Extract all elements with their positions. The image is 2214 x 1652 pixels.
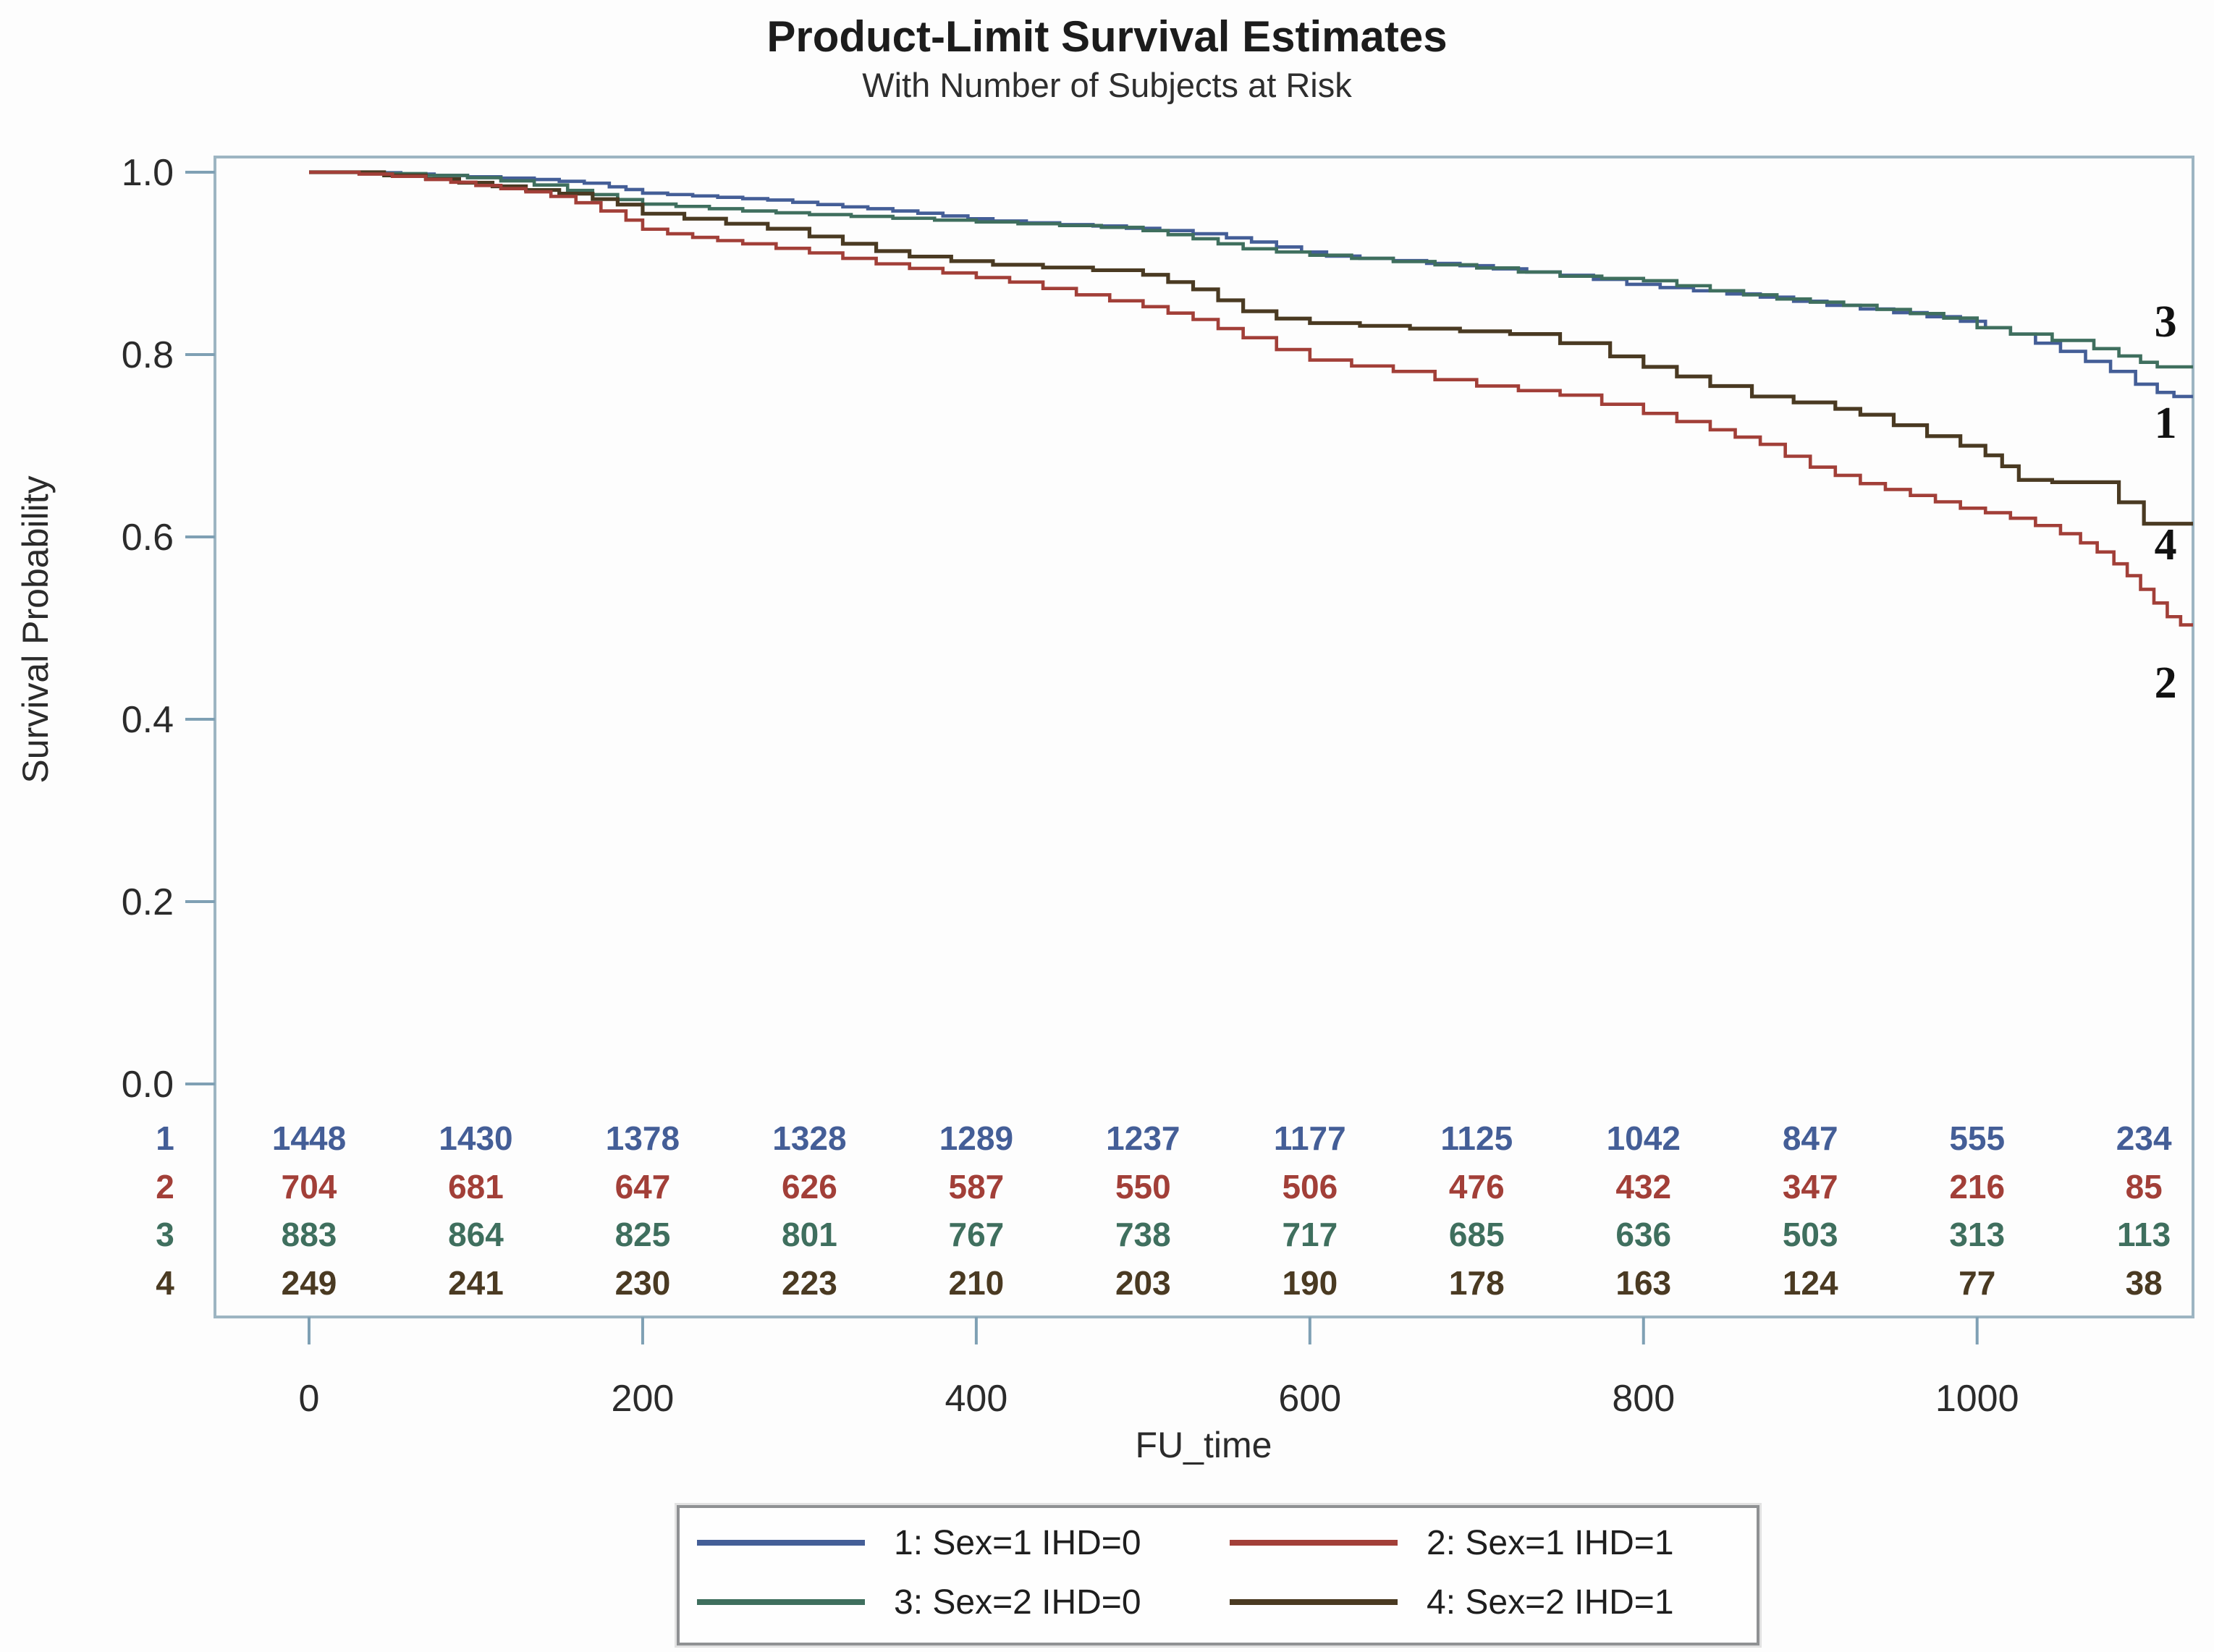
survival-curve-1 (309, 170, 2193, 399)
at-risk-value: 847 (1783, 1119, 1838, 1157)
page-title: Product-Limit Survival Estimates (766, 12, 1448, 61)
legend-label-1: 1: Sex=1 IHD=0 (894, 1523, 1141, 1562)
at-risk-value: 234 (2116, 1119, 2172, 1157)
at-risk-value: 124 (1783, 1264, 1838, 1302)
x-tick-label: 200 (612, 1378, 675, 1420)
x-tick-label: 1000 (1935, 1378, 2019, 1420)
survival-curve-4 (309, 170, 2193, 526)
legend-line-3-icon (697, 1599, 865, 1605)
curve-end-label-3: 3 (2155, 297, 2177, 347)
at-risk-value: 216 (1949, 1168, 2005, 1206)
at-risk-value: 825 (615, 1216, 671, 1253)
at-risk-value: 681 (448, 1168, 504, 1206)
at-risk-value: 1378 (606, 1119, 680, 1157)
at-risk-value: 738 (1115, 1216, 1171, 1253)
at-risk-value: 1177 (1274, 1119, 1346, 1157)
at-risk-value: 38 (2126, 1264, 2163, 1302)
at-risk-value: 1430 (439, 1119, 512, 1157)
at-risk-value: 503 (1783, 1216, 1838, 1253)
at-risk-value: 241 (448, 1264, 504, 1302)
at-risk-value: 113 (2117, 1216, 2171, 1253)
y-tick-label: 0.2 (122, 881, 174, 923)
at-risk-value: 1328 (772, 1119, 846, 1157)
legend-row-1: 1: Sex=1 IHD=0 2: Sex=1 IHD=1 (680, 1520, 1757, 1566)
y-tick-label: 0.8 (122, 334, 174, 376)
at-risk-value: 85 (2126, 1168, 2163, 1206)
at-risk-value: 203 (1115, 1264, 1171, 1302)
legend-item-2: 2: Sex=1 IHD=1 (1230, 1520, 1674, 1566)
legend-line-2-icon (1230, 1540, 1398, 1546)
at-risk-value: 717 (1282, 1216, 1338, 1253)
legend-line-4-icon (1230, 1599, 1398, 1605)
at-risk-value: 767 (949, 1216, 1005, 1253)
at-risk-value: 230 (615, 1264, 671, 1302)
at-risk-value: 626 (782, 1168, 837, 1206)
x-tick-label: 400 (945, 1378, 1007, 1420)
at-risk-value: 1237 (1106, 1119, 1180, 1157)
at-risk-value: 178 (1449, 1264, 1505, 1302)
y-tick-label: 0.0 (122, 1064, 174, 1106)
at-risk-row-label: 1 (156, 1119, 174, 1157)
legend-line-1-icon (697, 1540, 865, 1546)
at-risk-value: 476 (1449, 1168, 1505, 1206)
at-risk-value: 801 (782, 1216, 837, 1253)
at-risk-row-label: 4 (156, 1264, 174, 1302)
plot-frame (214, 156, 2194, 1318)
at-risk-row-label: 2 (156, 1168, 174, 1206)
y-tick-label: 0.6 (122, 517, 174, 559)
survival-curve-2 (309, 170, 2193, 628)
legend-label-3: 3: Sex=2 IHD=0 (894, 1583, 1141, 1622)
y-tick-label: 0.4 (122, 699, 174, 741)
at-risk-value: 249 (282, 1264, 337, 1302)
y-axis-title: Survival Probability (15, 475, 56, 783)
legend-item-4: 4: Sex=2 IHD=1 (1230, 1579, 1674, 1625)
curve-end-label-4: 4 (2155, 520, 2177, 569)
legend-item-1: 1: Sex=1 IHD=0 (697, 1520, 1141, 1566)
legend: 1: Sex=1 IHD=0 2: Sex=1 IHD=1 3: Sex=2 I… (677, 1505, 1759, 1645)
at-risk-value: 550 (1115, 1168, 1171, 1206)
at-risk-value: 636 (1615, 1216, 1671, 1253)
at-risk-value: 647 (615, 1168, 671, 1206)
curve-end-label-2: 2 (2155, 658, 2177, 708)
legend-label-4: 4: Sex=2 IHD=1 (1427, 1583, 1674, 1622)
at-risk-value: 1125 (1440, 1119, 1513, 1157)
at-risk-value: 223 (782, 1264, 837, 1302)
at-risk-value: 555 (1949, 1119, 2005, 1157)
at-risk-value: 506 (1282, 1168, 1338, 1206)
at-risk-value: 190 (1282, 1264, 1338, 1302)
y-tick-label: 1.0 (122, 152, 174, 194)
curve-end-label-1: 1 (2155, 399, 2177, 448)
at-risk-value: 77 (1959, 1264, 1995, 1302)
at-risk-value: 163 (1615, 1264, 1671, 1302)
legend-row-2: 3: Sex=2 IHD=0 4: Sex=2 IHD=1 (680, 1579, 1757, 1625)
x-axis-title: FU_time (1136, 1425, 1272, 1465)
at-risk-value: 313 (1949, 1216, 2005, 1253)
legend-item-3: 3: Sex=2 IHD=0 (697, 1579, 1141, 1625)
at-risk-value: 432 (1615, 1168, 1671, 1206)
x-tick-label: 0 (299, 1378, 320, 1420)
legend-label-2: 2: Sex=1 IHD=1 (1427, 1523, 1674, 1562)
at-risk-value: 685 (1449, 1216, 1505, 1253)
page-subtitle: With Number of Subjects at Risk (862, 66, 1352, 104)
at-risk-value: 883 (282, 1216, 337, 1253)
at-risk-value: 587 (949, 1168, 1005, 1206)
at-risk-value: 347 (1783, 1168, 1838, 1206)
at-risk-value: 1042 (1607, 1119, 1681, 1157)
at-risk-value: 1289 (939, 1119, 1013, 1157)
x-tick-label: 800 (1612, 1378, 1675, 1420)
at-risk-value: 210 (949, 1264, 1005, 1302)
at-risk-value: 1448 (272, 1119, 346, 1157)
at-risk-value: 864 (448, 1216, 504, 1253)
at-risk-row-label: 3 (156, 1216, 174, 1253)
x-tick-label: 600 (1278, 1378, 1341, 1420)
at-risk-value: 704 (282, 1168, 337, 1206)
